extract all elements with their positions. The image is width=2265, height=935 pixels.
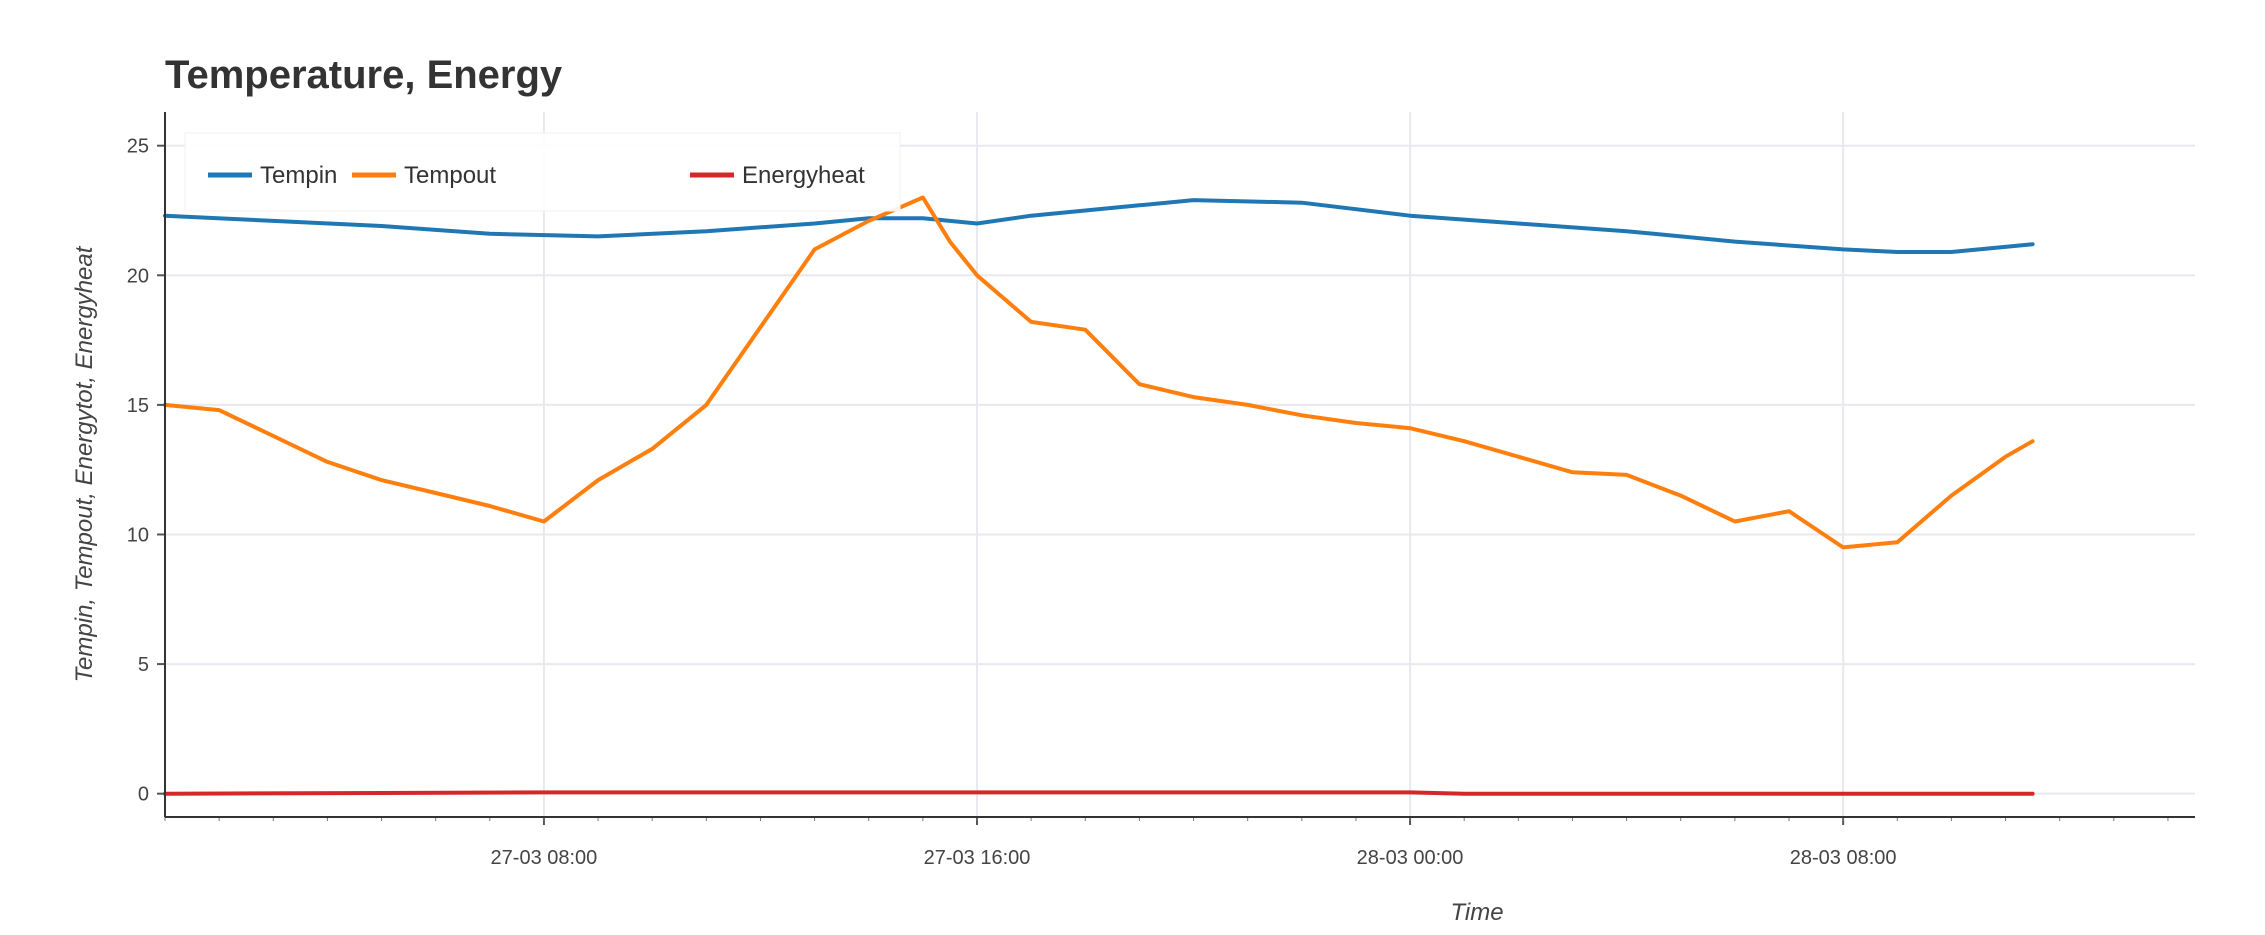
chart-title: Temperature, Energy <box>165 53 563 97</box>
x-tick-label: 28-03 00:00 <box>1357 847 1464 869</box>
y-tick-label: 25 <box>127 136 149 158</box>
y-tick-label: 20 <box>127 265 149 287</box>
legend[interactable]: Tempin Tempout Energyheat <box>184 132 901 212</box>
y-axis-label: Tempin, Tempout, Energytot, Energyheat <box>71 245 98 682</box>
axes <box>157 112 2195 825</box>
legend-item-tempout[interactable]: Tempout <box>352 162 496 189</box>
legend-box <box>184 132 901 212</box>
y-tick-label: 0 <box>138 784 149 806</box>
y-tick-label: 15 <box>127 395 149 417</box>
legend-item-energyheat[interactable]: Energyheat <box>690 162 865 189</box>
series-line-energyheat <box>163 790 2035 796</box>
legend-label: Tempout <box>404 162 496 189</box>
y-tick-label: 5 <box>138 654 149 676</box>
series-line-tempin <box>163 198 2035 254</box>
x-tick-label: 27-03 16:00 <box>924 847 1031 869</box>
y-tick-label: 10 <box>127 524 149 546</box>
series-line-tempout <box>163 195 2035 550</box>
grid <box>165 112 2195 817</box>
x-axis-label: Time <box>1450 899 1503 926</box>
tick-labels: 0 5 10 15 20 25 27-03 08:00 27-03 16:00 28-03 00… <box>127 136 1897 869</box>
legend-label: Tempin <box>260 162 337 189</box>
x-tick-label: 27-03 08:00 <box>491 847 598 869</box>
legend-item-tempin[interactable]: Tempin <box>208 162 337 189</box>
legend-label: Energyheat <box>742 162 865 189</box>
x-tick-label: 28-03 08:00 <box>1790 847 1897 869</box>
series-lines <box>163 195 2035 796</box>
